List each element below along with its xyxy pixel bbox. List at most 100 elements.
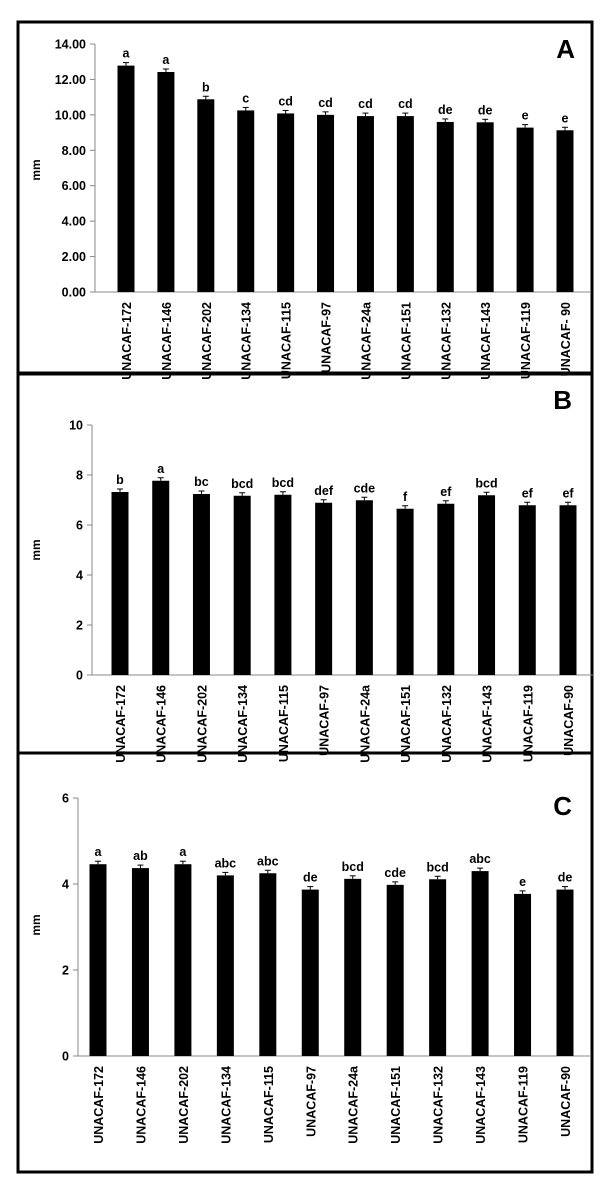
significance-letter: cd xyxy=(358,97,373,111)
significance-letter: b xyxy=(202,80,210,94)
bar xyxy=(274,494,292,675)
panel-label: C xyxy=(553,791,572,821)
x-tick-label: UNACAF-119 xyxy=(521,685,535,762)
significance-letter: a xyxy=(95,845,103,859)
x-tick-label: UNACAF-151 xyxy=(399,302,413,380)
bar xyxy=(556,130,574,292)
y-tick-label: 4 xyxy=(62,878,69,892)
x-tick-label: UNACAF-146 xyxy=(134,1066,148,1144)
x-tick-label: UNACAF-202 xyxy=(177,1066,191,1144)
bar xyxy=(315,502,333,675)
y-axis-label: mm xyxy=(29,539,43,560)
bar xyxy=(396,508,414,675)
significance-letter: abc xyxy=(469,852,491,866)
panel-border xyxy=(16,751,594,1174)
bar xyxy=(429,879,447,1056)
chart-panel-c: 0 2 4 6 mm Ca UNACAF-172 ab UNACAF-146 a UNACAF-20… xyxy=(16,751,594,1174)
x-tick-label: UNACAF-97 xyxy=(318,685,332,756)
x-tick-label: UNACAF-115 xyxy=(280,302,294,379)
bar xyxy=(356,116,374,293)
x-tick-label: UNACAF-172 xyxy=(120,302,134,380)
bar xyxy=(152,480,170,675)
significance-letter: ef xyxy=(440,485,452,499)
x-tick-label: UNACAF-172 xyxy=(114,685,128,763)
significance-letter: ef xyxy=(562,486,574,500)
x-tick-label: UNACAF-202 xyxy=(200,302,214,380)
significance-letter: e xyxy=(562,111,569,125)
chart-panel-b: 0 2 4 6 8 10 mm Bb UNACAF-172 a UNACAF-146 bc UNACAF… xyxy=(16,372,594,763)
significance-letter: bcd xyxy=(475,476,497,490)
x-tick-label: UNACAF-134 xyxy=(240,302,254,380)
bar xyxy=(216,875,234,1056)
bar xyxy=(317,114,335,292)
x-tick-label: UNACAF-143 xyxy=(479,302,493,380)
significance-letter: a xyxy=(123,47,131,61)
significance-letter: bcd xyxy=(272,476,294,490)
significance-letter: abc xyxy=(215,856,237,870)
bar xyxy=(117,65,135,293)
panel-label: B xyxy=(553,385,572,415)
panel-border xyxy=(16,20,594,375)
significance-letter: de xyxy=(558,871,573,885)
bar xyxy=(396,116,414,293)
panel-label: A xyxy=(556,34,575,64)
significance-letter: cd xyxy=(278,94,293,108)
significance-letter: bc xyxy=(194,475,209,489)
bar xyxy=(344,878,362,1056)
x-tick-label: UNACAF-134 xyxy=(219,1066,233,1144)
bar xyxy=(174,864,192,1056)
bar xyxy=(237,110,255,292)
bar xyxy=(436,121,454,292)
bar xyxy=(518,505,536,675)
x-tick-label: UNACAF- 90 xyxy=(559,302,573,376)
y-tick-label: 10.00 xyxy=(55,108,86,122)
y-tick-label: 4 xyxy=(76,569,83,583)
x-tick-label: UNACAF-146 xyxy=(155,685,169,763)
y-axis-label: mm xyxy=(29,914,43,935)
bar xyxy=(556,889,574,1056)
significance-letter: de xyxy=(478,103,493,117)
significance-letter: e xyxy=(522,109,529,123)
significance-letter: cde xyxy=(354,481,376,495)
significance-letter: bcd xyxy=(427,860,449,874)
y-tick-label: 2 xyxy=(62,964,69,978)
chart-panel-a: 0.00 2.00 4.00 6.00 8.00 10.00 12.00 14.00 mm Aa U… xyxy=(16,20,594,380)
y-tick-label: 2.00 xyxy=(62,250,86,264)
x-tick-label: UNACAF-24a xyxy=(358,684,372,763)
bar xyxy=(355,500,373,675)
x-tick-label: UNACAF-24a xyxy=(359,301,373,380)
bar xyxy=(559,505,577,675)
significance-letter: cde xyxy=(384,866,406,880)
x-tick-label: UNACAF-151 xyxy=(399,685,413,763)
x-tick-label: UNACAF-143 xyxy=(474,1066,488,1144)
significance-letter: cd xyxy=(318,96,333,110)
significance-letter: bcd xyxy=(231,477,253,491)
bar xyxy=(301,889,319,1056)
y-tick-label: 0.00 xyxy=(62,286,86,300)
x-tick-label: UNACAF-132 xyxy=(439,302,453,380)
significance-letter: b xyxy=(116,473,124,487)
x-tick-label: UNACAF-151 xyxy=(389,1066,403,1144)
bar xyxy=(471,871,489,1056)
significance-letter: abc xyxy=(257,854,279,868)
significance-letter: de xyxy=(303,871,318,885)
bar xyxy=(111,492,129,675)
x-tick-label: UNACAF-90 xyxy=(562,685,576,756)
bar xyxy=(478,495,496,675)
significance-letter: c xyxy=(242,91,249,105)
bar xyxy=(476,122,494,292)
significance-letter: e xyxy=(519,875,526,889)
bar xyxy=(89,864,107,1056)
x-tick-label: UNACAF-97 xyxy=(304,1066,318,1137)
significance-letter: a xyxy=(157,462,165,476)
x-tick-label: UNACAF-97 xyxy=(320,302,334,373)
x-tick-label: UNACAF-119 xyxy=(519,302,533,379)
x-tick-label: UNACAF-132 xyxy=(432,1066,446,1144)
x-tick-label: UNACAF-132 xyxy=(440,685,454,763)
bar xyxy=(157,71,175,292)
x-tick-label: UNACAF-202 xyxy=(195,685,209,763)
y-tick-label: 8.00 xyxy=(62,144,86,158)
significance-letter: de xyxy=(438,103,453,117)
x-tick-label: UNACAF-134 xyxy=(236,685,250,763)
significance-letter: a xyxy=(162,53,170,67)
